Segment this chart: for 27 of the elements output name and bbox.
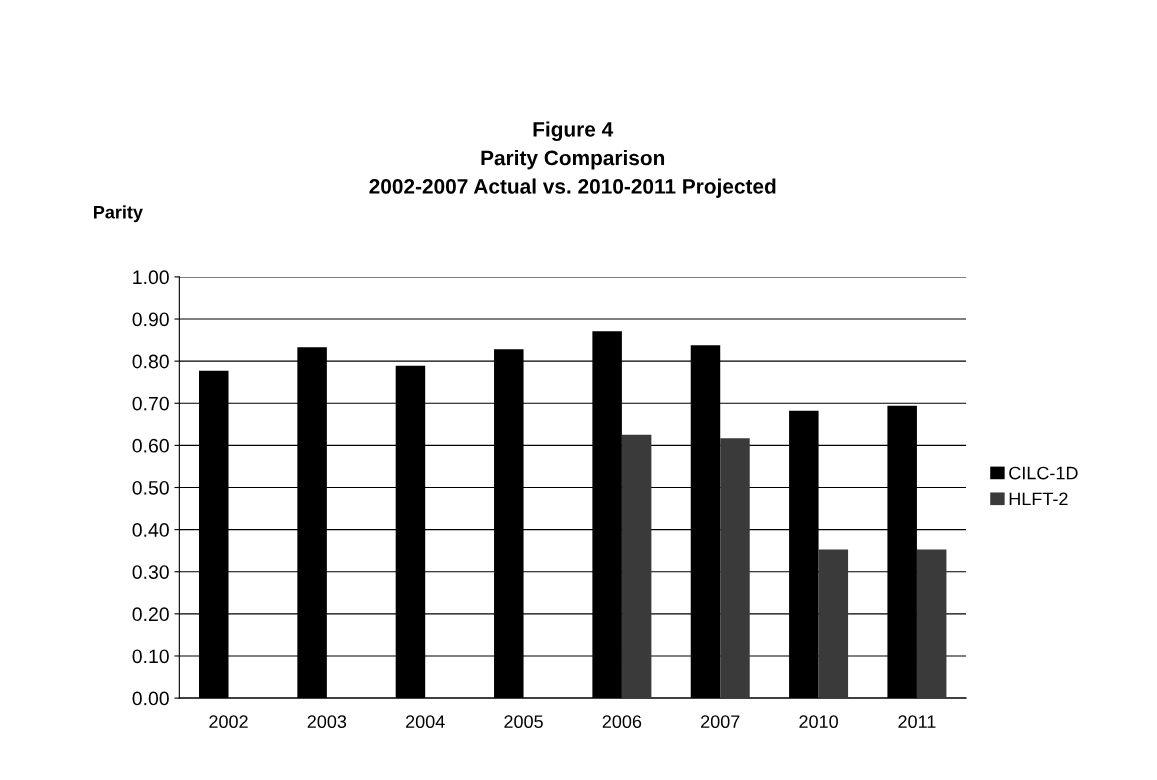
y-tick-label: 0.10 bbox=[132, 649, 169, 664]
bar bbox=[720, 438, 750, 699]
chart-title: Figure 4 Parity Comparison 2002-2007 Actual vs. 2010-2011 Projected bbox=[369, 121, 776, 198]
x-tick-label: 2002 bbox=[209, 715, 248, 729]
y-tick-label: 0.60 bbox=[132, 438, 169, 453]
y-tick-label: 0.80 bbox=[132, 354, 169, 369]
legend-label: HLFT-2 bbox=[1009, 492, 1068, 506]
y-tick-label: 0.30 bbox=[132, 565, 169, 579]
x-tick-label: 2003 bbox=[307, 715, 347, 729]
x-tick-label: 2010 bbox=[799, 715, 838, 729]
y-axis-title: Parity bbox=[94, 205, 143, 223]
y-tick-label: 0.20 bbox=[132, 607, 169, 622]
bar bbox=[916, 549, 947, 699]
y-tick-label: 0.90 bbox=[132, 312, 169, 327]
y-tick-label: 0.50 bbox=[132, 480, 169, 495]
bar bbox=[818, 549, 849, 699]
y-tick-label: 0.00 bbox=[132, 691, 169, 706]
x-tick-label: 2006 bbox=[602, 715, 642, 729]
y-tick-label: 1.00 bbox=[133, 270, 169, 285]
y-tick-label: 0.40 bbox=[132, 523, 169, 537]
x-tick-label: 2007 bbox=[701, 715, 740, 729]
x-tick-label: 2005 bbox=[504, 715, 543, 729]
x-tick-label: 2011 bbox=[898, 715, 936, 729]
bar bbox=[621, 434, 652, 699]
y-tick-label: 0.70 bbox=[132, 396, 169, 411]
legend-label: CILC-1D bbox=[1009, 466, 1078, 480]
x-tick-label: 2004 bbox=[406, 715, 445, 729]
